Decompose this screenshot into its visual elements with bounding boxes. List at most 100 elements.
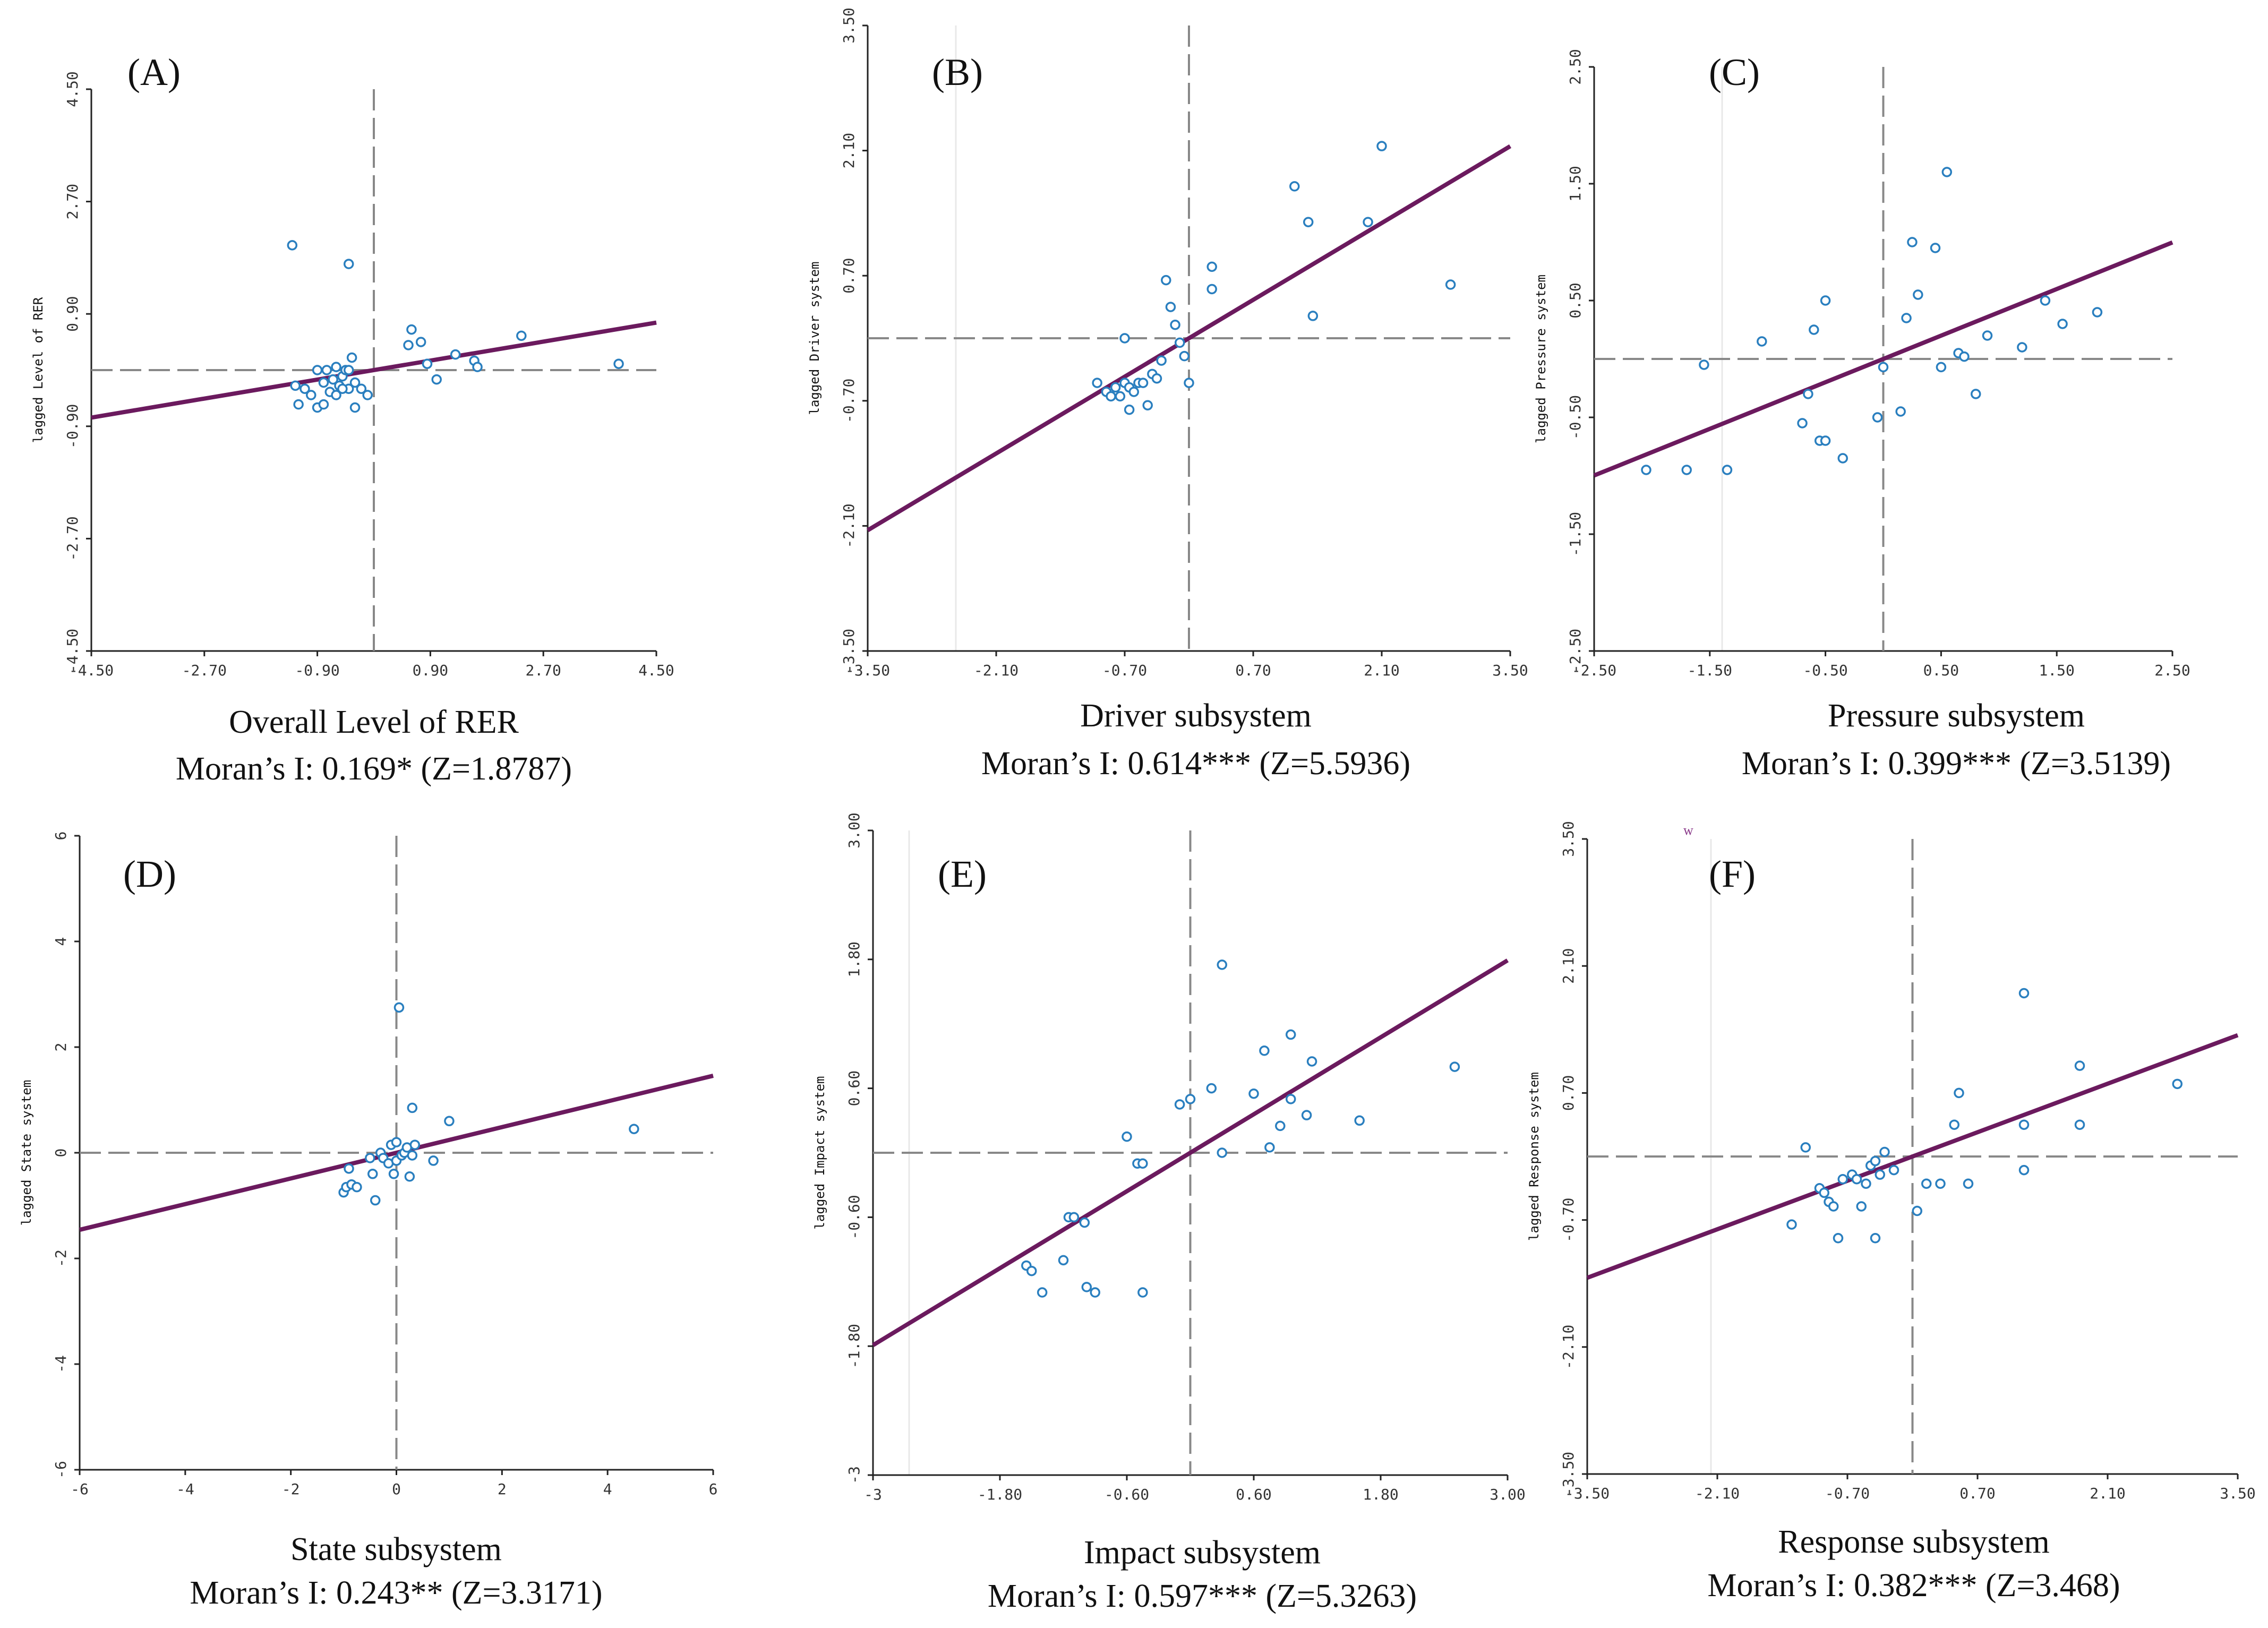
data-point — [1137, 378, 1149, 388]
data-point — [2018, 1164, 2030, 1176]
data-point — [2172, 1078, 2183, 1090]
y-tick-label: -6 — [52, 1461, 70, 1479]
stray-mark: w — [1683, 822, 1693, 838]
data-point — [516, 330, 527, 341]
data-point — [1184, 378, 1194, 388]
data-point — [1809, 324, 1819, 335]
data-point — [344, 1163, 354, 1174]
data-point — [1803, 389, 1813, 399]
y-tick-label: 0.70 — [840, 258, 858, 293]
x-tick-label: -2.50 — [1572, 662, 1616, 679]
data-point — [1936, 362, 1947, 373]
data-point — [1161, 275, 1171, 286]
data-point — [290, 380, 301, 391]
data-point — [1833, 1233, 1844, 1244]
data-point — [415, 337, 426, 347]
data-point — [1870, 1233, 1881, 1244]
y-tick-label: -2.50 — [1567, 629, 1584, 673]
data-point — [299, 383, 310, 395]
x-tick-label: 2.10 — [2090, 1485, 2125, 1502]
data-point — [407, 1102, 418, 1113]
data-point — [1959, 351, 1970, 362]
data-point — [2092, 307, 2103, 318]
x-tick-label: 2.70 — [525, 662, 561, 679]
data-point — [1058, 1255, 1069, 1266]
y-tick-label: 0.50 — [1567, 282, 1584, 318]
x-tick-label: 3.50 — [1492, 662, 1528, 679]
data-point — [318, 377, 329, 388]
x-tick-label: 6 — [709, 1480, 718, 1498]
data-point — [431, 374, 442, 385]
y-tick-label: 0.60 — [845, 1070, 863, 1106]
x-tick-label: 4 — [603, 1480, 612, 1498]
x-tick-label: -1.50 — [1688, 662, 1732, 679]
data-point — [293, 399, 304, 410]
panel-b: -3.50 -2.10 -0.70 0.70 2.10 3.50 -3.50 -2.10 -0.… — [807, 7, 1528, 782]
data-point — [1285, 1029, 1296, 1040]
y-axis-label: lagged Pressure system — [1534, 275, 1548, 443]
moran-statistic: Moran’s I: 0.597*** (Z=5.3263) — [988, 1578, 1417, 1614]
data-point — [1837, 453, 1848, 464]
x-tick-label: -2.70 — [182, 662, 227, 679]
data-point — [1165, 302, 1176, 312]
data-point — [1912, 1205, 1922, 1216]
data-point — [1828, 1201, 1839, 1212]
data-point — [1142, 400, 1153, 410]
data-point — [1289, 181, 1300, 192]
data-point — [1870, 1155, 1881, 1167]
data-point — [1124, 404, 1135, 415]
data-point — [306, 390, 316, 400]
data-point — [1156, 355, 1167, 366]
x-tick-label: -0.70 — [1102, 662, 1147, 679]
y-tick-label: -0.70 — [1560, 1197, 1577, 1242]
panel-label: (B) — [932, 51, 983, 93]
data-point — [2017, 342, 2027, 353]
y-tick-label: -0.90 — [64, 404, 81, 449]
data-point — [1185, 1094, 1196, 1104]
data-point — [331, 362, 341, 372]
data-point — [1179, 350, 1190, 362]
moran-statistic: Moran’s I: 0.169* (Z=1.8787) — [176, 751, 572, 787]
moran-statistic: Moran’s I: 0.399*** (Z=3.5139) — [1742, 746, 2171, 782]
data-point — [362, 390, 373, 400]
data-point — [1174, 1099, 1185, 1110]
x-tick-label: -4.50 — [69, 662, 114, 679]
x-tick-label: 1.80 — [1363, 1486, 1398, 1503]
data-point — [1875, 1169, 1885, 1180]
y-tick-label: 4 — [52, 937, 70, 946]
y-axis-label: lagged State system — [19, 1080, 34, 1226]
data-point — [370, 1195, 381, 1206]
y-axis-label: lagged Impact system — [812, 1076, 827, 1230]
data-point — [409, 1139, 421, 1150]
data-point — [1797, 418, 1808, 429]
x-tick-label: -2 — [282, 1480, 300, 1498]
panel-f: -3.50 -2.10 -0.70 0.70 2.10 3.50 -3.50 -2.10 -0.… — [1527, 821, 2256, 1604]
data-point — [2074, 1060, 2085, 1071]
y-axis-label: lagged Response system — [1527, 1072, 1542, 1241]
data-point — [1930, 243, 1941, 253]
y-tick-label: -0.50 — [1567, 395, 1584, 440]
data-point — [1861, 1178, 1871, 1189]
data-point — [1248, 1088, 1259, 1099]
x-tick-label: -0.60 — [1105, 1486, 1149, 1503]
y-tick-label: 2 — [52, 1043, 70, 1052]
x-axis-title: Pressure subsystem — [1828, 698, 2085, 734]
data-point — [1641, 465, 1651, 475]
data-point — [388, 1169, 399, 1179]
y-tick-label: -3.50 — [1560, 1452, 1577, 1496]
data-point — [328, 374, 338, 385]
data-point — [2057, 319, 2068, 329]
data-point — [1037, 1287, 1048, 1298]
panel-d: -6 -4 -2 0 2 4 6 -6 -4 -2 0 2 4 6 lagged State system (… — [19, 832, 717, 1611]
y-tick-label: 0.90 — [64, 296, 81, 331]
data-point — [1888, 1164, 1899, 1176]
data-point — [1174, 337, 1185, 348]
x-tick-label: 0.70 — [1235, 662, 1271, 679]
data-point — [343, 365, 354, 375]
x-tick-label: 0.70 — [1959, 1485, 1995, 1502]
data-point — [1090, 1287, 1100, 1298]
data-point — [403, 340, 414, 350]
data-point — [1872, 412, 1883, 423]
x-tick-label: -3.50 — [1565, 1485, 1610, 1502]
